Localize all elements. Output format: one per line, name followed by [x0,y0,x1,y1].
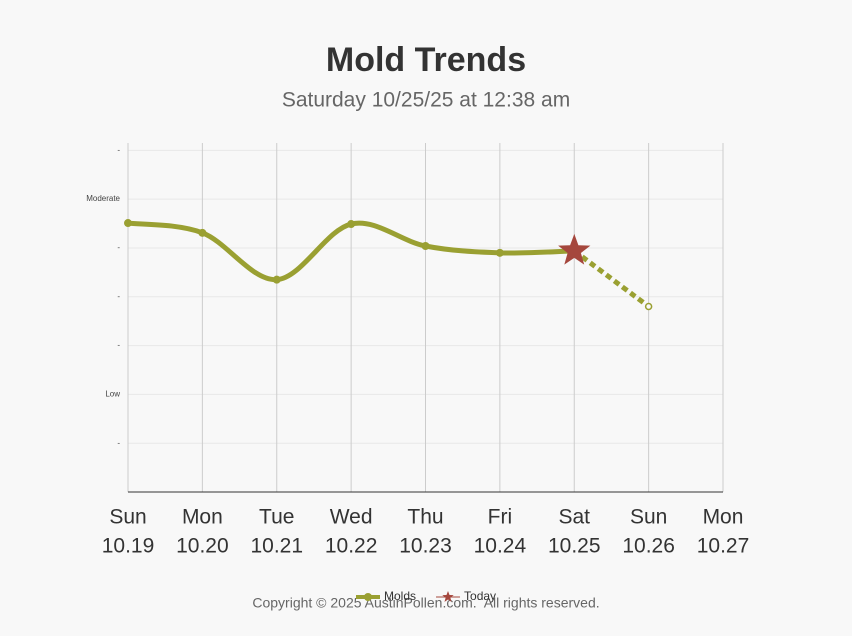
legend-label: Today [464,589,496,603]
x-tick-date: 10.20 [176,535,229,558]
legend-label: Molds [384,589,416,603]
point [644,302,653,311]
point [124,219,132,228]
chart-title: Mold Trends [326,41,526,79]
today-star [558,233,591,265]
x-tick-date: 10.27 [697,535,750,558]
legend-star [442,591,454,602]
x-tick-date: 10.26 [622,535,675,558]
x-tick-label: Mon [182,506,223,529]
x-tick-date: 10.24 [474,535,527,558]
point [198,228,207,237]
point [421,241,430,250]
y-tick-label: Low [105,389,120,398]
x-tick-label: Sun [109,506,146,529]
legend-marker [364,593,372,601]
x-tick-date: 10.25 [548,535,601,558]
y-tick-label: - [117,438,120,447]
x-tick-date: 10.21 [250,535,303,558]
y-tick-label: Moderate [86,194,120,203]
x-tick-date: 10.22 [325,535,378,558]
point [347,220,356,229]
y-tick-label: - [117,292,120,301]
x-tick-date: 10.19 [102,535,155,558]
y-tick-label: - [117,341,120,350]
x-tick-label: Sun [630,506,667,529]
x-tick-label: Tue [259,506,294,529]
point [272,275,281,284]
footer: Copyright © 2025 AustinPollen.com. All r… [252,595,599,611]
chart-subtitle: Saturday 10/25/25 at 12:38 am [282,89,570,112]
x-tick-label: Fri [488,506,513,529]
x-tick-label: Mon [703,506,744,529]
point [495,248,504,257]
y-tick-label: - [117,145,120,154]
x-tick-label: Thu [407,506,443,529]
y-tick-label: - [117,243,120,252]
x-tick-label: Sat [558,506,590,529]
x-tick-date: 10.23 [399,535,452,558]
x-tick-label: Wed [330,506,373,529]
